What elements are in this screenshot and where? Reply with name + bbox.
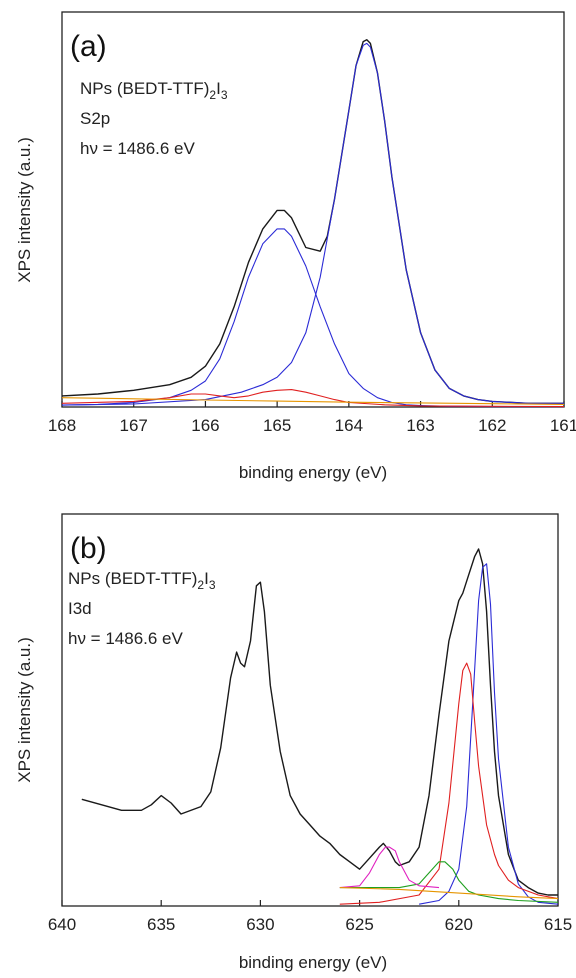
- series-line-b-1: [418, 563, 559, 905]
- series-group-a: [61, 39, 565, 408]
- x-axis-label-a: binding energy (eV): [239, 463, 387, 482]
- compound-prefix-b: NPs (BEDT-TTF): [68, 569, 197, 588]
- x-tick-label-b-5: 615: [544, 915, 572, 934]
- panel-a: 168 167 166 165 164 163 162 161 (a) NPs (BEDT-T…: [15, 11, 576, 482]
- x-tick-label-a-3: 165: [263, 416, 291, 435]
- panel-label-a: (a): [70, 30, 107, 63]
- x-tick-label-b-2: 630: [246, 915, 274, 934]
- series-line-a-4: [61, 397, 565, 405]
- compound-prefix-a: NPs (BEDT-TTF): [80, 79, 209, 98]
- series-line-b-0: [81, 548, 558, 896]
- x-tick-label-a-7: 161: [550, 416, 576, 435]
- x-ticks-a: 168 167 166 165 164 163 162 161: [48, 401, 576, 435]
- x-tick-label-a-6: 162: [478, 416, 506, 435]
- photon-energy-a: hν = 1486.6 eV: [80, 139, 196, 158]
- core-level-a: S2p: [80, 109, 110, 128]
- x-ticks-b: 640 635 630 625 620 615: [48, 900, 572, 934]
- x-tick-label-b-1: 635: [147, 915, 175, 934]
- series-line-b-2: [339, 662, 559, 905]
- x-tick-label-b-3: 625: [345, 915, 373, 934]
- series-group-b: [81, 548, 559, 905]
- compound-annotation-a: NPs (BEDT-TTF)2I3: [80, 79, 228, 102]
- x-tick-label-a-2: 166: [191, 416, 219, 435]
- x-tick-label-a-0: 168: [48, 416, 76, 435]
- compound-mid-b: I: [204, 569, 209, 588]
- x-tick-label-a-5: 163: [406, 416, 434, 435]
- x-tick-label-a-4: 164: [335, 416, 363, 435]
- panel-label-b: (b): [70, 532, 107, 565]
- core-level-b: I3d: [68, 599, 92, 618]
- y-axis-label-b: XPS intensity (a.u.): [15, 637, 34, 783]
- x-tick-label-b-4: 620: [445, 915, 473, 934]
- x-axis-label-b: binding energy (eV): [239, 953, 387, 972]
- x-tick-label-b-0: 640: [48, 915, 76, 934]
- compound-mid-a: I: [216, 79, 221, 98]
- series-line-b-4: [339, 846, 440, 889]
- compound-sub1-a: 2: [209, 88, 216, 102]
- compound-sub2-b: 3: [209, 578, 216, 592]
- plot-frame-a: [61, 11, 565, 408]
- series-line-a-2: [61, 42, 564, 406]
- series-line-b-3: [339, 861, 559, 903]
- panel-b: 640 635 630 625 620 615 (b) NPs (BEDT-TTF)2I3…: [15, 513, 572, 972]
- plot-frame-b: [61, 513, 559, 907]
- series-line-a-1: [61, 228, 564, 408]
- compound-annotation-b: NPs (BEDT-TTF)2I3: [68, 569, 216, 592]
- series-line-a-3: [61, 389, 565, 408]
- compound-sub2-a: 3: [221, 88, 228, 102]
- compound-sub1-b: 2: [197, 578, 204, 592]
- y-axis-label-a: XPS intensity (a.u.): [15, 137, 34, 283]
- x-tick-label-a-1: 167: [120, 416, 148, 435]
- series-line-b-5: [339, 887, 559, 900]
- photon-energy-b: hν = 1486.6 eV: [68, 629, 184, 648]
